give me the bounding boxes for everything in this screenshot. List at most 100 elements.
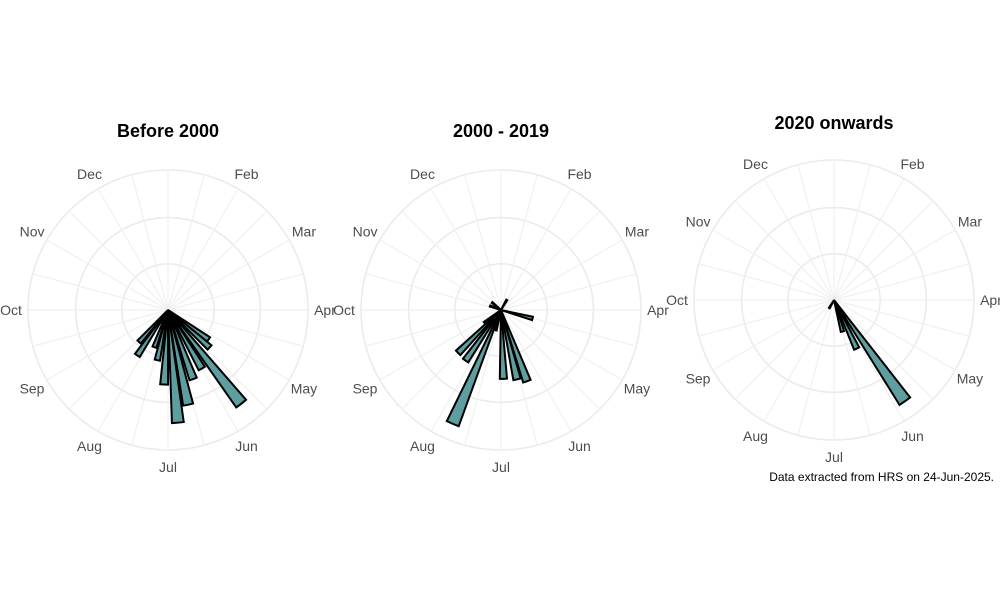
grid-spoke [379, 239, 502, 311]
grid-spoke [500, 188, 572, 311]
polar-bar [500, 309, 522, 382]
polar-bar [167, 309, 213, 352]
grid-spoke [167, 174, 205, 311]
month-label-sep: Sep [353, 381, 378, 397]
grid-spoke [833, 229, 956, 301]
month-label-may: May [291, 381, 317, 397]
polar-bar [500, 298, 509, 311]
chart-title: 2020 onwards [774, 113, 894, 133]
month-label-sep: Sep [686, 371, 711, 387]
grid-spoke [167, 210, 268, 311]
month-label-oct: Oct [333, 302, 355, 318]
polar-chart-svg: Feb Mar Apr May Jun Jul Aug Sep Oct Nov Dec [333, 166, 669, 475]
month-label-feb: Feb [234, 166, 258, 182]
polar-bar [167, 309, 207, 372]
polar-chart-panel: 2020 onwards Feb Mar Apr May Jun Jul Aug Sep Oct N… [664, 0, 1000, 600]
grid-spoke [167, 239, 290, 311]
month-label-jun: Jun [568, 438, 591, 454]
grid-spoke [833, 200, 934, 301]
month-label-may: May [957, 371, 983, 387]
month-label-sep: Sep [20, 381, 45, 397]
month-label-apr: Apr [314, 302, 336, 318]
month-label-mar: Mar [292, 224, 316, 240]
polar-bar [833, 299, 861, 352]
grid-spoke [97, 188, 169, 311]
grid-spoke [464, 309, 502, 446]
grid-spoke [833, 263, 970, 301]
grid-spoke [833, 299, 934, 400]
polar-bar [482, 309, 502, 326]
grid-spoke [46, 239, 169, 311]
month-label-apr: Apr [647, 302, 669, 318]
month-label-feb: Feb [900, 156, 924, 172]
grid-spoke [763, 299, 835, 422]
grid-spoke [797, 299, 835, 436]
grid-spoke [500, 309, 623, 381]
month-label-oct: Oct [666, 292, 688, 308]
grid-spoke [167, 188, 239, 311]
polar-bar [454, 309, 502, 357]
polar-chart-svg: Feb Mar Apr May Jun Jul Aug Sep Oct Nov Dec [666, 156, 1000, 465]
grid-spoke [32, 273, 169, 311]
grid-spoke [833, 299, 956, 371]
grid-spoke [833, 164, 871, 301]
polar-bar [833, 299, 912, 407]
polar-chart-panel: Before 2000 Feb Mar Apr May Jun Jul Aug Sep Oct No… [0, 0, 338, 600]
month-label-aug: Aug [410, 438, 435, 454]
polar-bar [167, 309, 199, 382]
month-label-mar: Mar [625, 224, 649, 240]
grid-spoke [797, 164, 835, 301]
polar-bar [167, 309, 195, 407]
month-label-dec: Dec [410, 166, 435, 182]
chart-title: 2000 - 2019 [452, 121, 550, 141]
month-label-aug: Aug [77, 438, 102, 454]
grid-spoke [734, 299, 835, 400]
month-label-nov: Nov [20, 224, 45, 240]
grid-spoke [401, 210, 502, 311]
grid-spoke [379, 309, 502, 381]
polar-bar [833, 299, 846, 334]
grid-spoke [32, 309, 169, 347]
month-label-aug: Aug [743, 428, 768, 444]
polar-chart-svg: Feb Mar Apr May Jun Jul Aug Sep Oct Nov Dec [0, 166, 336, 475]
grid-spoke [500, 210, 601, 311]
month-label-nov: Nov [686, 214, 711, 230]
polar-bar [500, 309, 535, 322]
grid-spoke [698, 263, 835, 301]
month-label-jul: Jul [159, 459, 177, 475]
month-label-jun: Jun [901, 428, 924, 444]
grid-spoke [500, 174, 538, 311]
polar-bar [136, 309, 169, 345]
polar-bar [500, 309, 532, 384]
polar-bar [151, 309, 169, 350]
grid-spoke [712, 229, 835, 301]
grid-spoke [464, 174, 502, 311]
month-label-dec: Dec [77, 166, 102, 182]
grid-spoke [365, 309, 502, 347]
month-label-apr: Apr [980, 292, 1000, 308]
chart-title: Before 2000 [116, 121, 220, 141]
grid-spoke [430, 188, 502, 311]
polar-bar [167, 309, 185, 425]
month-label-jul: Jul [492, 459, 510, 475]
grid-spoke [500, 309, 601, 410]
grid-spoke [46, 309, 169, 381]
grid-spoke [167, 309, 290, 381]
polar-bar [461, 309, 502, 364]
grid-spoke [365, 273, 502, 311]
month-label-oct: Oct [0, 302, 22, 318]
grid-spoke [500, 309, 572, 432]
polar-bar [167, 309, 248, 409]
month-label-mar: Mar [958, 214, 982, 230]
month-label-nov: Nov [353, 224, 378, 240]
month-label-jul: Jul [825, 449, 843, 465]
grid-spoke [68, 210, 169, 311]
grid-spoke [833, 299, 970, 337]
month-label-feb: Feb [567, 166, 591, 182]
polar-chart-panel: 2000 - 2019 Feb Mar Apr May Jun Jul Aug Sep Oct No… [331, 0, 671, 600]
grid-spoke [833, 178, 905, 301]
grid-spoke [734, 200, 835, 301]
grid-spoke [698, 299, 835, 337]
grid-spoke [167, 273, 304, 311]
grid-spoke [712, 299, 835, 371]
